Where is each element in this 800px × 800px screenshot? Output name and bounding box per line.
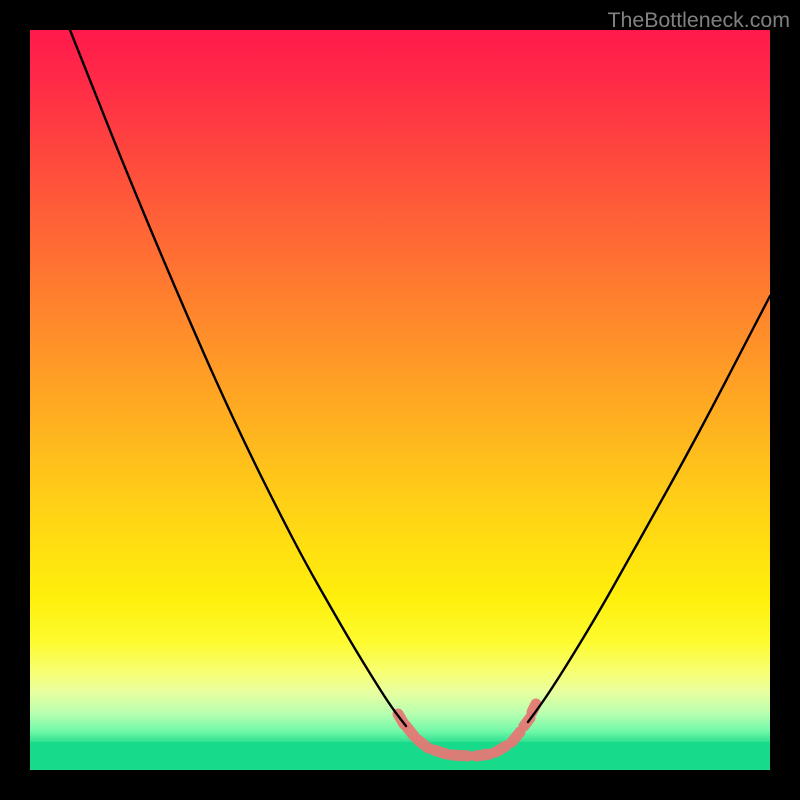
attribution-text: TheBottleneck.com [607, 8, 790, 33]
chart-stage: TheBottleneck.com [0, 0, 800, 800]
solid-green-band [30, 742, 770, 770]
gradient-background [30, 30, 770, 742]
